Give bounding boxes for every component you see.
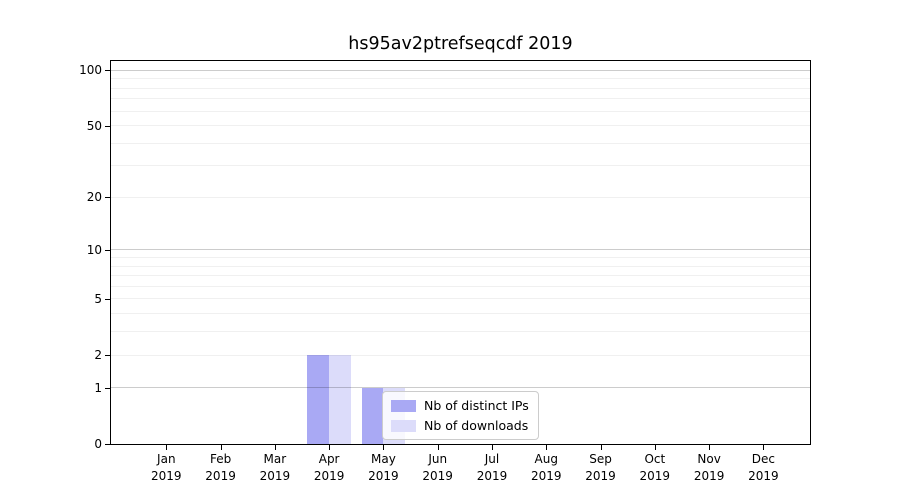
x-tick-label-oct: Oct 2019	[639, 452, 671, 483]
plot-area	[110, 60, 811, 445]
bars-layer	[111, 61, 810, 444]
x-tick-label-apr: Apr 2019	[313, 452, 345, 483]
legend: Nb of distinct IPs Nb of downloads	[382, 391, 539, 440]
y-tick-mark	[105, 355, 111, 357]
y-tick-mark	[105, 387, 111, 389]
y-tick-label: 0	[94, 437, 102, 451]
y-tick-mark	[105, 70, 111, 72]
x-tick-label-feb: Feb 2019	[205, 452, 236, 483]
y-tick-mark	[105, 197, 111, 199]
legend-row: Nb of distinct IPs	[391, 398, 529, 413]
y-tick-mark	[105, 249, 111, 251]
x-tick-label-aug: Aug 2019	[530, 452, 562, 483]
x-tick-mark	[491, 445, 493, 450]
y-tick-label: 5	[94, 291, 102, 306]
y-tick-label: 2	[94, 348, 102, 363]
legend-swatch	[391, 419, 416, 432]
y-tick-label: 50	[86, 118, 102, 133]
legend-label: Nb of downloads	[424, 418, 529, 433]
x-tick-mark	[763, 445, 765, 450]
x-tick-label-jan: Jan 2019	[151, 452, 182, 483]
y-tick-label: 10	[86, 242, 102, 257]
x-tick-label-nov: Nov 2019	[693, 452, 725, 483]
bar-nb-of-distinct-ips-may	[361, 387, 384, 444]
x-tick-label-may: May 2019	[368, 452, 399, 483]
y-tick-mark	[105, 444, 111, 445]
x-tick-mark	[274, 445, 276, 450]
legend-label: Nb of distinct IPs	[424, 398, 529, 413]
x-tick-label-mar: Mar 2019	[259, 452, 291, 483]
y-tick-label: 20	[86, 190, 102, 205]
y-tick-mark	[105, 298, 111, 300]
x-tick-mark	[600, 445, 602, 450]
x-tick-label-jul: Jul 2019	[476, 452, 508, 483]
x-tick-mark	[437, 445, 439, 450]
y-tick-label: 1	[94, 380, 102, 395]
x-tick-mark	[383, 445, 385, 450]
y-tick-label: 100	[79, 63, 102, 78]
x-tick-mark	[546, 445, 548, 450]
x-tick-mark	[220, 445, 222, 450]
x-tick-label-sep: Sep 2019	[585, 452, 616, 483]
chart-title: hs95av2ptrefseqcdf 2019	[348, 34, 573, 54]
x-tick-label-jun: Jun 2019	[422, 452, 453, 483]
bar-nb-of-distinct-ips-apr	[307, 355, 330, 444]
bar-nb-of-downloads-apr	[329, 355, 351, 444]
x-tick-label-dec: Dec 2019	[748, 452, 779, 483]
y-tick-mark	[105, 125, 111, 127]
legend-swatch	[391, 399, 416, 412]
legend-row: Nb of downloads	[391, 418, 529, 433]
x-tick-mark	[166, 445, 168, 450]
x-tick-mark	[654, 445, 656, 450]
x-tick-mark	[329, 445, 331, 450]
x-tick-mark	[709, 445, 711, 450]
